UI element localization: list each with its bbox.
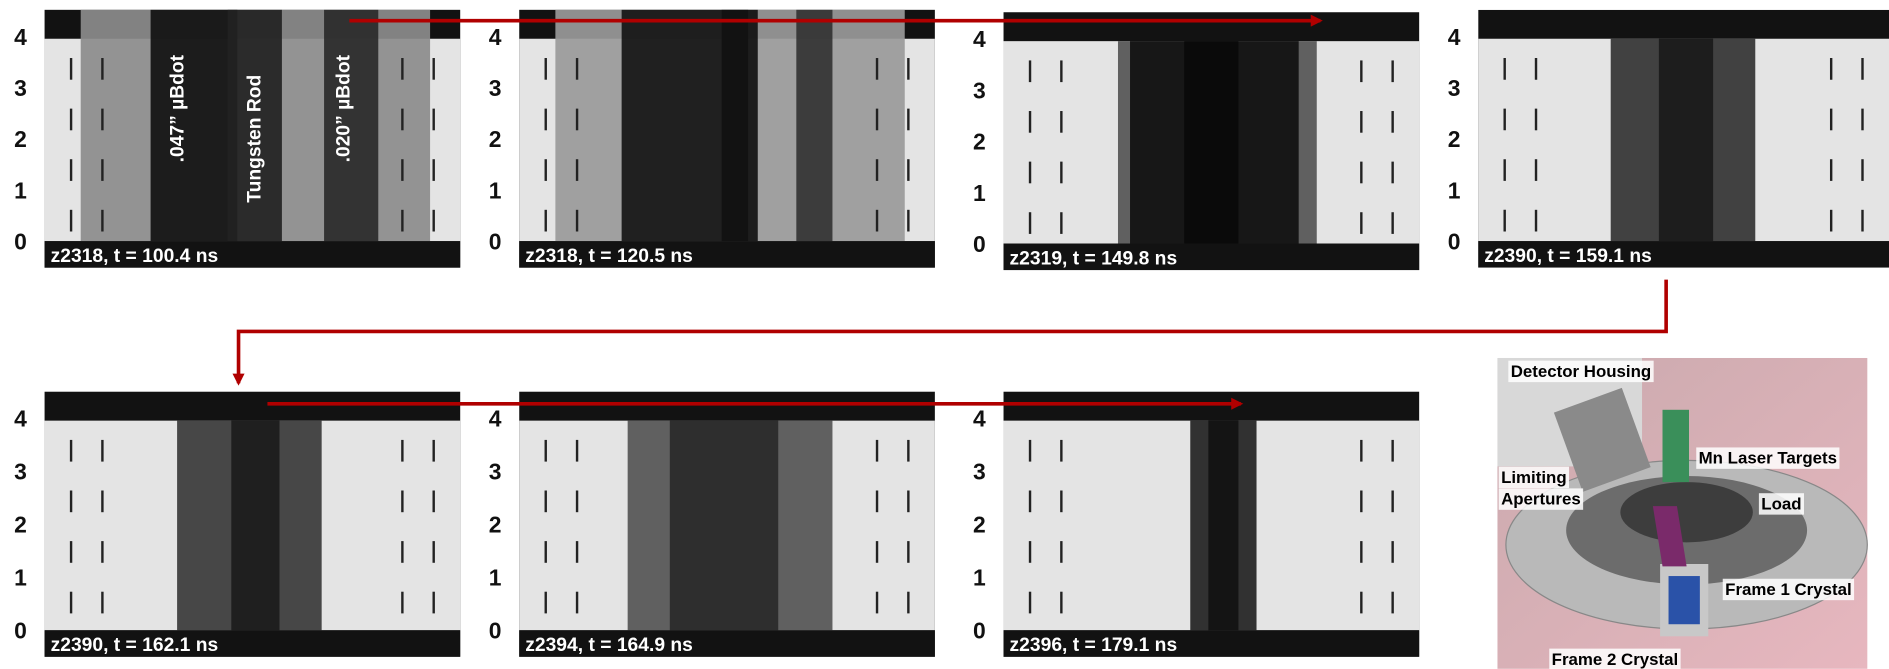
y-tick-label: 4 <box>973 406 986 432</box>
y-tick-label: 4 <box>489 24 502 50</box>
feature <box>150 9 238 242</box>
y-tick-label: 2 <box>973 129 986 155</box>
photo-label: Limiting <box>1501 468 1567 487</box>
photo-label: Mn Laser Targets <box>1699 449 1837 468</box>
photo-label: Frame 2 Crystal <box>1552 650 1679 669</box>
y-tick-label: 4 <box>1448 24 1461 50</box>
bottom-bar <box>1003 243 1420 271</box>
panel-caption: z2396, t = 179.1 ns <box>1010 635 1178 656</box>
feature <box>796 9 833 242</box>
panel-caption: z2390, t = 159.1 ns <box>1484 246 1652 267</box>
y-tick-label: 0 <box>973 231 986 257</box>
feature <box>721 9 758 242</box>
y-tick-label: 1 <box>489 177 502 203</box>
arrow <box>232 279 1668 386</box>
hardware-photo <box>1497 357 1868 669</box>
y-tick-label: 0 <box>973 618 986 644</box>
y-tick-label: 4 <box>973 26 986 52</box>
feature <box>231 420 280 631</box>
sequence-arrows <box>232 14 1668 410</box>
panel-caption: z2318, t = 100.4 ns <box>51 246 219 267</box>
label-box <box>1498 466 1570 489</box>
panel: z2390, t = 162.1 ns <box>44 391 461 657</box>
y-tick-label: 3 <box>489 75 502 101</box>
y-tick-label: 0 <box>14 229 27 255</box>
bottom-bar <box>519 241 935 268</box>
panel-caption: z2394, t = 164.9 ns <box>525 635 693 656</box>
y-tick-label: 1 <box>973 565 986 591</box>
bottom-bar <box>519 630 935 657</box>
annotation: Tungsten Rod <box>244 75 265 203</box>
y-tick-label: 2 <box>14 512 27 538</box>
y-tick-label: 0 <box>1448 229 1461 255</box>
feature <box>324 9 379 242</box>
y-tick-label: 1 <box>14 177 27 203</box>
y-tick-label: 2 <box>14 126 27 152</box>
photo-labels: Detector Housing Mn Laser Targets Limiting… <box>1498 360 1855 669</box>
y-tick-label: 3 <box>973 77 986 103</box>
y-tick-label: 0 <box>489 618 502 644</box>
panel: z2318, t = 120.5 ns <box>519 9 935 268</box>
y-tick-label: 4 <box>14 24 27 50</box>
label-box <box>1696 447 1840 469</box>
feature <box>669 420 779 631</box>
label-box <box>1508 360 1654 383</box>
y-tick-label: 1 <box>973 180 986 206</box>
panel-caption: z2318, t = 120.5 ns <box>525 246 693 267</box>
panel: z2394, t = 164.9 ns <box>519 391 935 657</box>
photo-label: Frame 1 Crystal <box>1725 580 1852 599</box>
y-tick-label: 2 <box>489 512 502 538</box>
y-tick-label: 3 <box>14 75 27 101</box>
y-tick-label: 3 <box>1448 75 1461 101</box>
annotation: .047” µBdot <box>167 54 188 162</box>
label-box <box>1498 488 1584 510</box>
y-tick-label: 3 <box>973 459 986 485</box>
y-tick-label: 1 <box>1448 177 1461 203</box>
panel: z2390, t = 159.1 ns <box>1478 9 1889 268</box>
y-tick-label: 2 <box>973 512 986 538</box>
y-tick-label: 4 <box>489 406 502 432</box>
y-tick-label: 0 <box>14 618 27 644</box>
photo-label: Load <box>1761 494 1801 513</box>
y-tick-label: 3 <box>489 459 502 485</box>
annotation: .020” µBdot <box>334 54 355 162</box>
panel-caption: z2390, t = 162.1 ns <box>51 635 219 656</box>
y-tick-label: 1 <box>14 565 27 591</box>
bottom-bar <box>44 630 461 657</box>
label-box <box>1549 648 1681 669</box>
bottom-bar <box>1478 241 1889 268</box>
photo-label: Apertures <box>1501 490 1581 509</box>
y-tick-label: 2 <box>1448 126 1461 152</box>
y-tick-label: 0 <box>489 229 502 255</box>
radiograph-panels: z2318, t = 100.4 ns 0 1 2 3 4 z2318, t = 120.5… <box>14 9 1889 657</box>
panel: z2319, t = 149.8 ns <box>1003 12 1420 271</box>
label-box <box>1722 578 1855 601</box>
bottom-bar <box>1003 630 1420 657</box>
feature <box>1184 41 1239 244</box>
feature <box>227 9 282 242</box>
y-tick-label: 2 <box>489 126 502 152</box>
y-tick-label: 1 <box>489 565 502 591</box>
bottom-bar <box>44 241 461 268</box>
y-tick-label: 4 <box>14 406 27 432</box>
label-box <box>1758 493 1804 515</box>
panel-caption: z2319, t = 149.8 ns <box>1010 248 1178 269</box>
feature <box>1208 420 1239 631</box>
photo-label: Detector Housing <box>1511 362 1652 381</box>
feature <box>1658 38 1714 242</box>
panel: z2318, t = 100.4 ns <box>44 9 461 268</box>
y-tick-label: 3 <box>14 459 27 485</box>
panel: z2396, t = 179.1 ns <box>1003 391 1420 657</box>
